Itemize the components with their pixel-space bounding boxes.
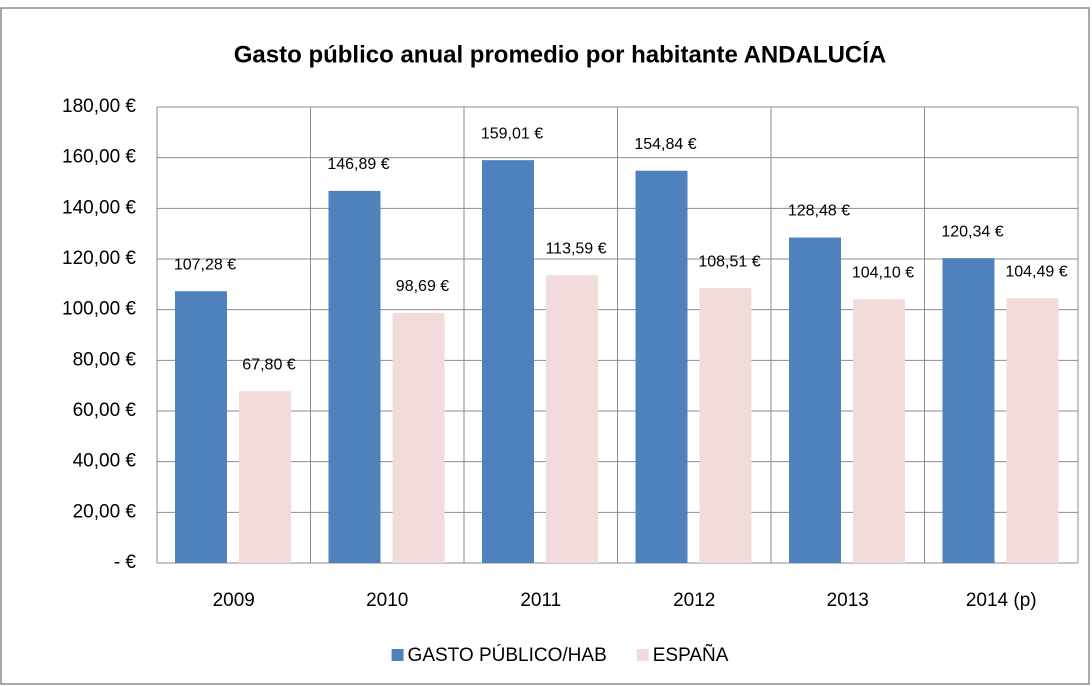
chart-border [0, 7, 1090, 685]
data-label: 120,34 € [941, 223, 1003, 240]
y-tick-label: 80,00 € [73, 349, 137, 370]
y-tick-label: 180,00 € [62, 96, 136, 117]
y-tick-label: 100,00 € [62, 299, 136, 320]
legend-swatch [391, 649, 404, 661]
bar [175, 291, 227, 563]
bar [1006, 298, 1059, 563]
data-label: 128,48 € [788, 203, 850, 220]
data-label: 104,10 € [852, 264, 914, 281]
y-tick-label: 120,00 € [62, 248, 136, 269]
x-tick-label: 2014 (p) [966, 590, 1037, 611]
bar [482, 160, 534, 563]
legend-label: GASTO PÚBLICO/HAB [408, 644, 607, 666]
chart-title: Gasto público anual promedio por habitan… [234, 40, 886, 68]
bar [789, 237, 841, 563]
bar [853, 299, 905, 563]
x-tick-label: 2012 [673, 590, 715, 611]
data-label: 113,59 € [545, 240, 606, 257]
y-tick-label: 140,00 € [62, 197, 136, 218]
y-tick-label: 60,00 € [73, 400, 137, 421]
data-label: 104,49 € [1005, 264, 1067, 281]
legend-swatch [636, 649, 649, 661]
bar [699, 288, 752, 563]
y-tick-label: - € [114, 552, 137, 573]
data-label: 146,89 € [327, 156, 389, 173]
bar [942, 258, 995, 563]
x-tick-label: 2011 [520, 590, 561, 611]
bar [392, 312, 445, 563]
y-tick-label: 160,00 € [62, 147, 136, 168]
data-label: 154,84 € [634, 136, 696, 153]
bar [328, 190, 381, 563]
x-tick-label: 2010 [366, 590, 408, 611]
bar [546, 275, 598, 563]
bar [635, 170, 688, 564]
data-label: 67,80 € [242, 356, 295, 373]
x-tick-label: 2009 [213, 590, 255, 611]
legend-label: ESPAÑA [653, 644, 729, 666]
data-label: 108,51 € [698, 253, 760, 270]
x-tick-label: 2013 [827, 590, 869, 611]
data-label: 107,28 € [174, 256, 236, 273]
bar [239, 391, 291, 563]
y-tick-label: 20,00 € [73, 501, 137, 522]
data-label: 159,01 € [481, 125, 543, 142]
data-label: 98,69 € [396, 278, 449, 295]
y-tick-label: 40,00 € [73, 451, 137, 472]
